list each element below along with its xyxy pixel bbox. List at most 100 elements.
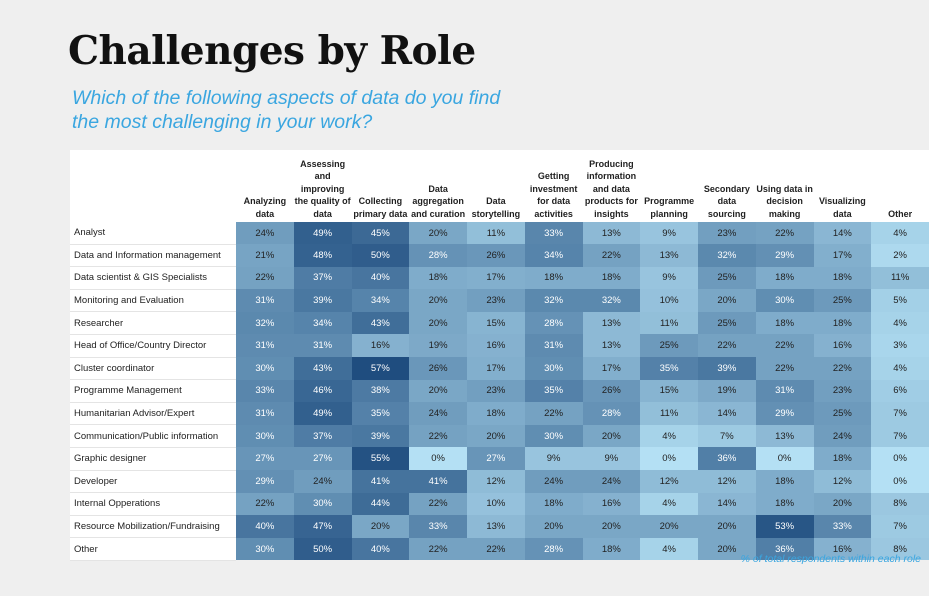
heatmap-cell: 29%	[236, 470, 294, 493]
heatmap-cell: 43%	[351, 311, 410, 335]
heatmap-cell: 16%	[351, 334, 410, 358]
row-label: Resource Mobilization/Fundraising	[70, 515, 236, 539]
heatmap-cell: 18%	[755, 266, 814, 290]
heatmap-cell: 18%	[582, 266, 641, 290]
heatmap-cell: 41%	[409, 470, 467, 493]
row-label: Programme Management	[70, 379, 236, 403]
heatmap-cell: 25%	[698, 266, 756, 290]
row-label: Head of Office/Country Director	[70, 334, 236, 358]
subtitle: Which of the following aspects of data d…	[72, 87, 501, 133]
heatmap-cell: 46%	[293, 379, 352, 403]
heatmap-cell: 18%	[813, 311, 872, 335]
heatmap-cell: 18%	[813, 266, 872, 290]
heatmap-cell: 18%	[755, 311, 814, 335]
heatmap-cell: 25%	[813, 402, 872, 425]
heatmap-cell: 20%	[409, 222, 467, 245]
heatmap-cell: 36%	[698, 447, 756, 471]
heatmap-cell: 28%	[582, 402, 641, 425]
heatmap-cell: 30%	[236, 357, 294, 380]
table-row: Graphic designer 27% 27% 55% 0% 27% 9% 9% 0% 36% 0…	[70, 447, 929, 471]
heatmap-cell: 22%	[813, 357, 872, 380]
heatmap-cell: 18%	[524, 492, 583, 516]
heatmap-cell: 12%	[813, 470, 872, 493]
table-row: Resource Mobilization/Fundraising 40% 47% 2…	[70, 515, 929, 539]
heatmap-cell: 23%	[467, 289, 525, 312]
heatmap-cell: 35%	[640, 357, 698, 380]
heatmap-cell: 24%	[236, 222, 294, 245]
heatmap-cell: 57%	[351, 357, 410, 380]
heatmap-cell: 24%	[293, 470, 352, 493]
row-label: Data and Information management	[70, 244, 236, 268]
heatmap-cell: 31%	[236, 402, 294, 425]
heatmap-cell: 43%	[293, 357, 352, 380]
heatmap-cell: 34%	[293, 311, 352, 335]
heatmap-cell: 33%	[524, 222, 583, 245]
heatmap-cell: 20%	[351, 515, 410, 538]
heatmap-cell: 13%	[582, 222, 641, 245]
heatmap-cell: 20%	[467, 424, 525, 448]
column-header: Assessing and improving the quality of d…	[293, 150, 352, 222]
heatmap-cell: 9%	[582, 447, 641, 471]
table-row: Programme Management 33% 46% 38% 20% 23% 35% 26…	[70, 379, 929, 403]
row-label: Data scientist & GIS Specialists	[70, 266, 236, 290]
heatmap-cell: 16%	[813, 334, 872, 358]
heatmap-cell: 24%	[582, 470, 641, 493]
table-row: Head of Office/Country Director 31% 31% 16%…	[70, 334, 929, 358]
heatmap-cell: 53%	[755, 515, 814, 538]
heatmap-cell: 20%	[698, 289, 756, 312]
heatmap-cell: 25%	[698, 311, 756, 335]
heatmap-cell: 41%	[351, 470, 410, 493]
heatmap-cell: 39%	[698, 357, 756, 380]
heatmap-cell: 19%	[698, 379, 756, 403]
row-label: Monitoring and Evaluation	[70, 289, 236, 313]
heatmap-cell: 32%	[524, 289, 583, 312]
heatmap-cell: 2%	[871, 244, 929, 267]
page-title: Challenges by Role	[68, 28, 476, 74]
heatmap-cell: 37%	[293, 266, 352, 290]
heatmap-cell: 22%	[236, 266, 294, 290]
heatmap-cell: 48%	[293, 244, 352, 267]
heatmap-cell: 10%	[640, 289, 698, 312]
heatmap-cell: 20%	[582, 515, 641, 538]
heatmap-cell: 11%	[640, 402, 698, 425]
heatmap-cell: 22%	[755, 357, 814, 380]
heatmap-cell: 7%	[871, 424, 929, 448]
heatmap-cell: 18%	[582, 537, 641, 561]
row-label: Cluster coordinator	[70, 357, 236, 381]
table-row: Humanitarian Advisor/Expert 31% 49% 35% 24% 1…	[70, 402, 929, 426]
heatmap-cell: 13%	[755, 424, 814, 448]
row-label: Internal Opperations	[70, 492, 236, 516]
column-header: Other	[871, 150, 929, 222]
heatmap-cell: 22%	[755, 334, 814, 358]
heatmap-cell: 30%	[293, 492, 352, 516]
heatmap-cell: 14%	[698, 402, 756, 425]
heatmap-cell: 20%	[813, 492, 872, 516]
heatmap-cell: 50%	[293, 537, 352, 561]
heatmap-cell: 14%	[698, 492, 756, 516]
heatmap-cell: 0%	[871, 447, 929, 471]
heatmap-cell: 40%	[351, 537, 410, 561]
heatmap-cell: 29%	[755, 244, 814, 267]
heatmap-cell: 17%	[813, 244, 872, 267]
heatmap-cell: 6%	[871, 379, 929, 403]
heatmap-cell: 24%	[524, 470, 583, 493]
heatmap-cell: 17%	[582, 357, 641, 380]
heatmap-cell: 49%	[293, 402, 352, 425]
header-row: Analyzing data Assessing and improving th…	[70, 150, 929, 222]
heatmap-cell: 7%	[698, 424, 756, 448]
heatmap-cell: 20%	[698, 537, 756, 561]
column-header: Data aggregation and curation	[409, 150, 467, 222]
heatmap-cell: 11%	[871, 266, 929, 290]
heatmap-cell: 15%	[640, 379, 698, 403]
row-label: Researcher	[70, 311, 236, 335]
heatmap-cell: 33%	[813, 515, 872, 538]
table-row: Researcher 32% 34% 43% 20% 15% 28% 13% 11% 25% 18%…	[70, 311, 929, 335]
heatmap-cell: 30%	[755, 289, 814, 312]
heatmap-cell: 12%	[698, 470, 756, 493]
heatmap-cell: 39%	[293, 289, 352, 312]
heatmap-cell: 5%	[871, 289, 929, 312]
heatmap-cell: 30%	[524, 357, 583, 380]
column-header: Getting investment for data activities	[524, 150, 583, 222]
heatmap-cell: 31%	[524, 334, 583, 358]
column-header: Collecting primary data	[351, 150, 410, 222]
